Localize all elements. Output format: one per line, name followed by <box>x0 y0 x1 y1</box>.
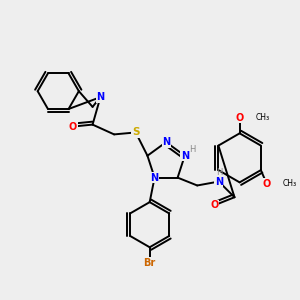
Text: N: N <box>215 177 223 187</box>
Text: O: O <box>262 179 271 189</box>
Text: O: O <box>211 200 219 210</box>
Text: CH₃: CH₃ <box>255 113 269 122</box>
Text: N: N <box>181 151 189 161</box>
Text: N: N <box>162 137 170 147</box>
Text: Br: Br <box>143 258 156 268</box>
Text: S: S <box>132 128 140 137</box>
Text: H: H <box>217 168 223 177</box>
Text: H: H <box>189 145 196 154</box>
Text: N: N <box>96 92 104 102</box>
Text: N: N <box>151 172 159 183</box>
Text: O: O <box>236 112 244 123</box>
Text: O: O <box>69 122 77 132</box>
Text: CH₃: CH₃ <box>282 179 297 188</box>
